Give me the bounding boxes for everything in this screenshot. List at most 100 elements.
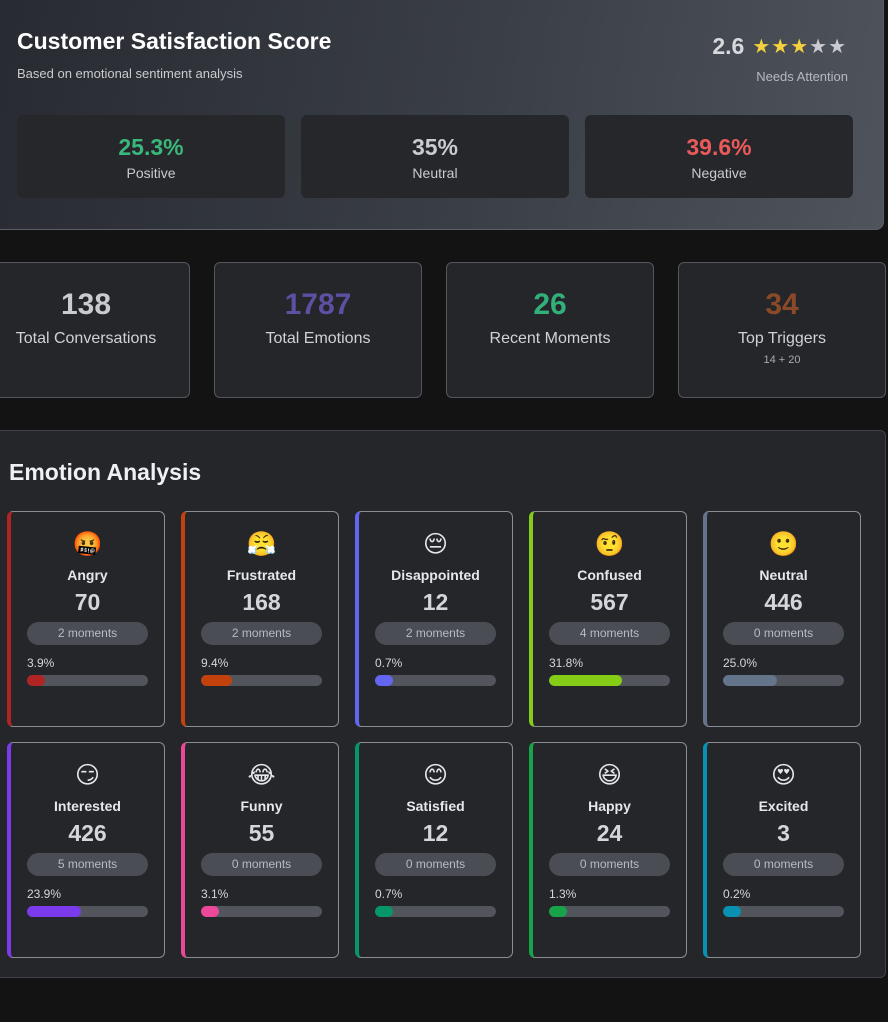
emotion-progress-fill xyxy=(549,675,622,686)
emotion-name: Satisfied xyxy=(406,798,465,814)
satisfaction-rating: 2.6 ★★★★★ xyxy=(712,33,847,60)
emotion-emoji-icon: 😍 xyxy=(770,761,797,789)
neutral-percent: 35% xyxy=(411,134,459,160)
star-filled-icon: ★ xyxy=(752,36,772,58)
emotion-moments-badge[interactable]: 0 moments xyxy=(723,622,844,645)
star-empty-icon: ★ xyxy=(809,36,829,58)
emotion-card-excited[interactable]: 😍 Excited 3 0 moments 0.2% xyxy=(703,742,861,958)
emotion-name: Interested xyxy=(54,798,121,814)
emotion-emoji-icon: 🙂 xyxy=(768,530,799,558)
emotion-progress-fill xyxy=(375,675,394,686)
satisfaction-score: 2.6 xyxy=(712,33,745,59)
stat-recent-moments: 26 Recent Moments xyxy=(446,262,654,398)
star-filled-icon: ★ xyxy=(771,36,791,58)
emotion-progress-bar xyxy=(27,675,148,686)
positive-sentiment-box: 25.3% Positive xyxy=(17,115,285,198)
stat-label: Recent Moments xyxy=(489,330,611,347)
emotion-percent: 0.2% xyxy=(723,887,751,901)
emotion-percent: 31.8% xyxy=(549,656,584,670)
emotion-progress-bar xyxy=(549,675,670,686)
satisfaction-title: Customer Satisfaction Score xyxy=(17,28,332,54)
emotion-moments-badge[interactable]: 0 moments xyxy=(201,853,322,876)
satisfaction-card: Customer Satisfaction Score Based on emo… xyxy=(0,0,884,230)
neutral-sentiment-box: 35% Neutral xyxy=(301,115,569,198)
emotion-progress-fill xyxy=(27,675,46,686)
star-rating: ★★★★★ xyxy=(752,34,847,59)
emotion-moments-badge[interactable]: 0 moments xyxy=(549,853,670,876)
emotion-moments-badge[interactable]: 0 moments xyxy=(723,853,844,876)
emotion-progress-fill xyxy=(201,906,220,917)
emotion-name: Happy xyxy=(588,798,631,814)
emotion-progress-bar xyxy=(723,906,844,917)
stat-label: Total Conversations xyxy=(15,330,157,347)
emotion-progress-fill xyxy=(723,906,742,917)
emotion-progress-fill xyxy=(27,906,82,917)
emotion-count: 426 xyxy=(68,820,107,846)
emotion-emoji-icon: 😂 xyxy=(247,761,276,789)
emotion-card-confused[interactable]: 🤨 Confused 567 4 moments 31.8% xyxy=(529,511,687,727)
emotion-emoji-icon: 😤 xyxy=(246,530,277,558)
emotion-card-frustrated[interactable]: 😤 Frustrated 168 2 moments 9.4% xyxy=(181,511,339,727)
emotion-emoji-icon: 😔 xyxy=(422,530,449,558)
negative-sentiment-box: 39.6% Negative xyxy=(585,115,853,198)
emotion-name: Angry xyxy=(67,567,108,583)
stat-total-conversations: 138 Total Conversations xyxy=(0,262,190,398)
emotion-name: Excited xyxy=(758,798,809,814)
stat-top-triggers: 34 Top Triggers 14 + 20 xyxy=(678,262,886,398)
emotion-moments-badge[interactable]: 2 moments xyxy=(27,622,148,645)
emotion-card-disappointed[interactable]: 😔 Disappointed 12 2 moments 0.7% xyxy=(355,511,513,727)
emotion-card-interested[interactable]: 😏 Interested 426 5 moments 23.9% xyxy=(7,742,165,958)
negative-percent: 39.6% xyxy=(686,134,752,160)
emotion-moments-badge[interactable]: 4 moments xyxy=(549,622,670,645)
emotion-percent: 3.1% xyxy=(201,887,229,901)
positive-label: Positive xyxy=(126,165,176,181)
emotion-count: 24 xyxy=(596,820,623,846)
emotion-moments-badge[interactable]: 2 moments xyxy=(375,622,496,645)
emotion-card-angry[interactable]: 🤬 Angry 70 2 moments 3.9% xyxy=(7,511,165,727)
emotion-percent: 9.4% xyxy=(201,656,229,670)
emotion-count: 12 xyxy=(422,820,449,846)
emotion-percent: 0.7% xyxy=(375,656,403,670)
emotion-percent: 3.9% xyxy=(27,656,55,670)
stat-value: 1787 xyxy=(284,288,352,321)
emotion-emoji-icon: 😊 xyxy=(422,761,449,789)
emotion-name: Funny xyxy=(240,798,283,814)
emotion-count: 55 xyxy=(248,820,275,846)
emotion-moments-badge[interactable]: 2 moments xyxy=(201,622,322,645)
emotion-moments-badge[interactable]: 0 moments xyxy=(375,853,496,876)
emotion-progress-bar xyxy=(27,906,148,917)
stat-label: Top Triggers xyxy=(737,330,827,347)
emotion-percent: 25.0% xyxy=(723,656,758,670)
emotion-name: Neutral xyxy=(759,567,808,583)
stat-value: 26 xyxy=(533,288,567,321)
stat-sublabel: 14 + 20 xyxy=(763,354,801,366)
emotion-name: Disappointed xyxy=(391,567,480,583)
emotion-count: 3 xyxy=(777,820,790,846)
emotion-emoji-icon: 😆 xyxy=(596,761,623,789)
stat-label: Total Emotions xyxy=(265,330,371,347)
emotion-percent: 1.3% xyxy=(549,887,577,901)
negative-label: Negative xyxy=(691,165,747,181)
emotion-emoji-icon: 😏 xyxy=(74,761,101,789)
emotion-card-satisfied[interactable]: 😊 Satisfied 12 0 moments 0.7% xyxy=(355,742,513,958)
emotion-card-happy[interactable]: 😆 Happy 24 0 moments 1.3% xyxy=(529,742,687,958)
emotion-count: 12 xyxy=(422,589,449,615)
emotion-name: Frustrated xyxy=(226,567,297,583)
emotion-count: 70 xyxy=(74,589,101,615)
emotion-panel-title: Emotion Analysis xyxy=(9,459,202,485)
emotion-emoji-icon: 🤨 xyxy=(594,530,625,558)
emotion-progress-bar xyxy=(201,675,322,686)
emotion-card-neutral[interactable]: 🙂 Neutral 446 0 moments 25.0% xyxy=(703,511,861,727)
emotion-progress-bar xyxy=(723,675,844,686)
emotion-count: 446 xyxy=(764,589,803,615)
emotion-progress-bar xyxy=(375,906,496,917)
emotion-progress-fill xyxy=(549,906,568,917)
satisfaction-status: Needs Attention xyxy=(756,69,848,84)
emotion-card-funny[interactable]: 😂 Funny 55 0 moments 3.1% xyxy=(181,742,339,958)
emotion-count: 168 xyxy=(242,589,281,615)
emotion-progress-fill xyxy=(375,906,394,917)
emotion-moments-badge[interactable]: 5 moments xyxy=(27,853,148,876)
star-empty-icon: ★ xyxy=(828,36,847,58)
emotion-progress-bar xyxy=(375,675,496,686)
emotion-percent: 23.9% xyxy=(27,887,62,901)
